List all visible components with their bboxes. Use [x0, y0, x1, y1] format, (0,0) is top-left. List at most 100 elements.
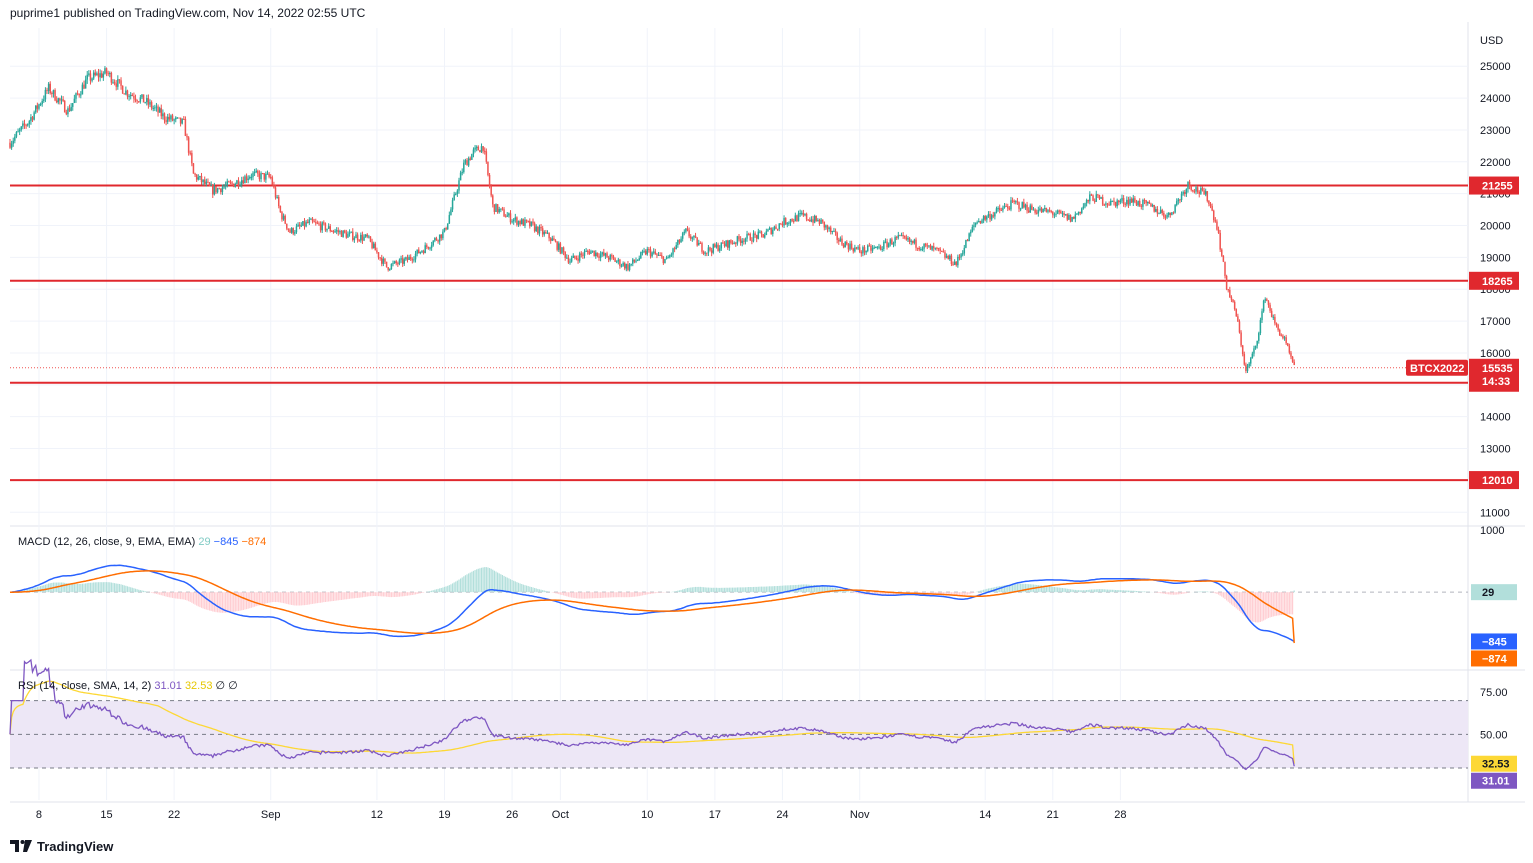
candle-body [1253, 348, 1255, 354]
candle-body [133, 96, 135, 99]
candle-body [588, 251, 591, 254]
candle-body [38, 104, 40, 109]
candle-body [788, 222, 790, 224]
candle-body [1098, 195, 1101, 199]
candle-body [986, 216, 988, 220]
x-tick-label: 22 [168, 809, 180, 821]
candle-body [733, 242, 735, 244]
candle-body [207, 181, 209, 183]
candle-body [1045, 207, 1048, 212]
candle-body [176, 117, 179, 119]
candle-body [1143, 200, 1146, 202]
candle-body [318, 223, 320, 225]
candle-body [1032, 209, 1035, 211]
candle-body [1064, 214, 1067, 216]
candle-body [735, 242, 737, 244]
candle-body [1114, 201, 1117, 207]
candle-body [723, 243, 726, 247]
candle-body [623, 263, 626, 269]
candle-body [63, 100, 66, 113]
candle-body [715, 244, 718, 248]
candle-body [368, 236, 370, 238]
candle-body [1109, 200, 1112, 206]
candle-body [165, 120, 167, 122]
candle-body [242, 180, 245, 184]
candle-body [273, 184, 275, 188]
candle-body [440, 234, 443, 239]
candle-body [205, 181, 208, 184]
rsi-legend-ma: 32.53 [185, 680, 216, 692]
candle-body [149, 102, 151, 105]
candle-body [886, 241, 888, 248]
signal-line [10, 570, 1295, 644]
candle-body [516, 217, 518, 225]
candle-body [361, 234, 364, 241]
candle-body [778, 223, 780, 229]
candle-body [327, 226, 330, 229]
candle-body [879, 246, 882, 250]
candle-body [1184, 192, 1186, 194]
candle-body [905, 237, 908, 240]
rsi-ma-tag [1471, 755, 1517, 772]
macd-axis-label: 1000 [1480, 525, 1504, 537]
candle-body [567, 257, 570, 263]
candle-body [1243, 354, 1246, 365]
candle-body [780, 223, 782, 225]
candle-body [939, 248, 941, 251]
x-tick-label: 28 [1114, 809, 1126, 821]
candle-body [316, 222, 319, 224]
candle-body [858, 247, 861, 252]
horizontal-levels[interactable] [10, 184, 1468, 482]
candle-body [86, 74, 88, 80]
candle-body [287, 228, 290, 230]
candle-body [532, 221, 534, 224]
candle-body [949, 255, 951, 260]
candle-body [117, 79, 119, 87]
candle-body [931, 246, 933, 250]
candle-body [109, 72, 111, 74]
candle-body [380, 257, 383, 264]
candle-body [884, 241, 887, 243]
candle-body [656, 254, 658, 256]
macd-legend-signal: −874 [241, 536, 266, 548]
candle-body [1209, 203, 1212, 206]
candle-body [9, 142, 11, 148]
candle-body [260, 173, 262, 180]
candle-body [1198, 191, 1201, 194]
candle-body [1256, 340, 1258, 346]
candle-body [76, 93, 79, 95]
candle-body [1024, 204, 1027, 208]
footer: TradingView [10, 836, 113, 856]
candle-body [1155, 209, 1157, 212]
candle-body [833, 230, 835, 232]
candle-body [789, 219, 792, 223]
candle-body [44, 89, 47, 100]
candle-body [384, 258, 386, 262]
candle-body [620, 265, 623, 267]
candle-body [347, 233, 349, 238]
candle-body [1235, 309, 1238, 317]
candle-body [467, 158, 470, 166]
macd-hist-tag-label: 29 [1482, 587, 1494, 599]
candle-body [599, 254, 602, 258]
candle-body [107, 73, 109, 75]
level-tag [1469, 271, 1519, 290]
candle-body [661, 255, 663, 257]
candle-body [1013, 201, 1015, 203]
candle-body [450, 209, 452, 216]
candle-body [297, 224, 299, 227]
candle-body [1116, 200, 1118, 207]
candle-body [689, 236, 692, 239]
candle-body [409, 256, 412, 260]
candle-body [622, 263, 624, 266]
candle-body [1266, 299, 1268, 301]
candle-body [480, 146, 483, 153]
candle-body [1240, 332, 1242, 346]
candle-body [537, 226, 539, 234]
rsi-legend-extra: ∅ ∅ [216, 680, 238, 692]
candle-body [321, 222, 323, 231]
candle-body [1097, 194, 1099, 196]
candle-body [234, 183, 237, 187]
candle-body [957, 256, 959, 266]
